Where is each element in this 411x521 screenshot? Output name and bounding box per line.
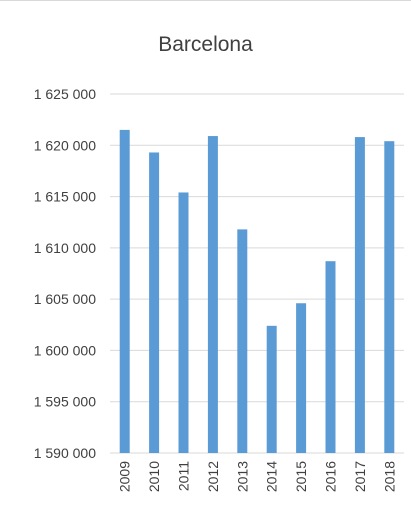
bar-2015: [296, 303, 307, 453]
x-tick-label: 2011: [176, 461, 192, 491]
x-tick-label: 2014: [264, 461, 280, 492]
bar-2012: [207, 136, 218, 453]
y-tick-label: 1 625 000: [34, 86, 96, 102]
x-tick-label: 2012: [205, 461, 221, 492]
bar-2016: [325, 261, 336, 453]
bar-2011: [178, 192, 189, 453]
x-tick-label: 2015: [293, 461, 309, 492]
x-tick-label: 2017: [352, 461, 368, 492]
y-tick-label: 1 615 000: [34, 189, 96, 205]
y-tick-label: 1 595 000: [34, 394, 96, 410]
bar-2013: [237, 229, 248, 453]
bar-2014: [266, 325, 277, 453]
y-tick-label: 1 610 000: [34, 240, 96, 256]
x-tick-label: 2018: [381, 461, 397, 492]
y-tick-label: 1 620 000: [34, 137, 96, 153]
x-tick-label: 2009: [117, 461, 133, 492]
x-tick-label: 2013: [234, 461, 250, 492]
bar-2018: [384, 141, 395, 453]
x-tick-label: 2010: [146, 461, 162, 492]
y-tick-label: 1 600 000: [34, 342, 96, 358]
y-tick-label: 1 590 000: [34, 445, 96, 461]
bar-2010: [149, 152, 160, 454]
y-tick-label: 1 605 000: [34, 291, 96, 307]
x-tick-label: 2016: [323, 461, 339, 492]
bar-2009: [119, 129, 130, 453]
chart-title: Barcelona: [158, 33, 253, 56]
bar-2017: [354, 137, 365, 453]
